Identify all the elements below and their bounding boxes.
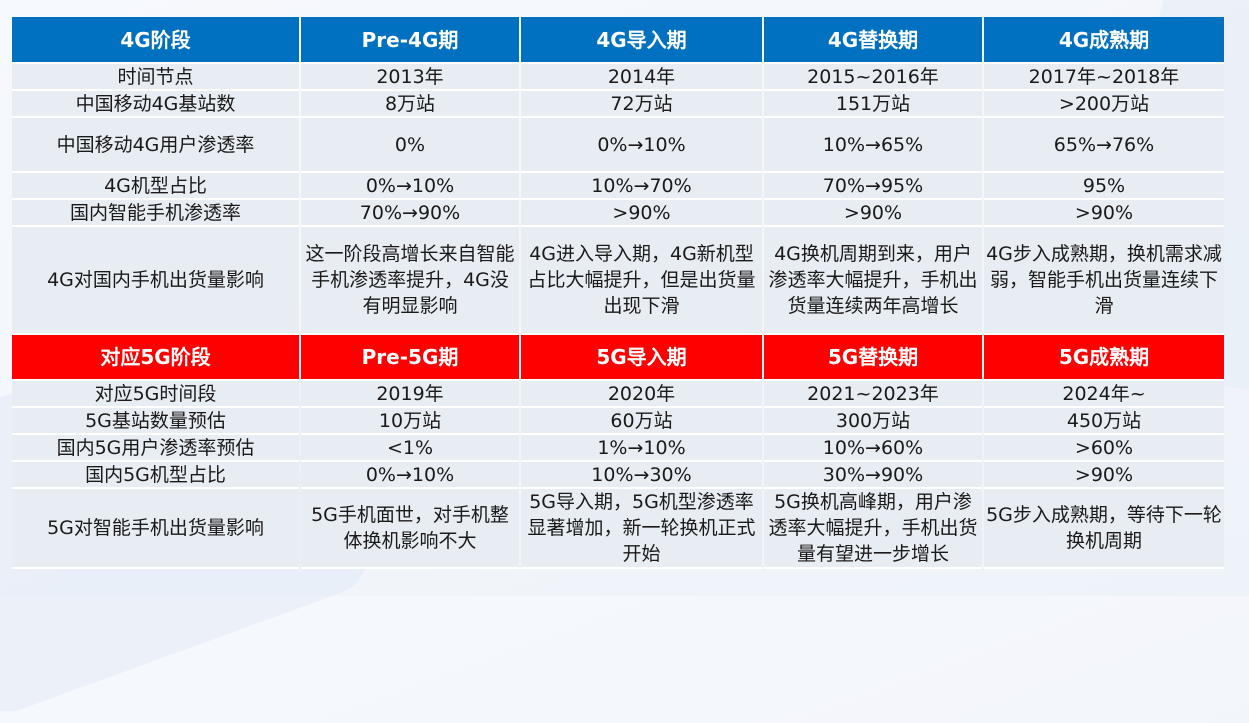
table-cell: 2024年~ [984,381,1224,408]
table-cell: >90% [984,462,1224,489]
table-cell: 70%→95% [764,173,982,200]
table-cell: <1% [301,435,519,462]
table-row: 中国移动4G用户渗透率 0% 0%→10% 10%→65% 65%→76% [12,118,1224,173]
table-cell: 0%→10% [301,462,519,489]
row-label: 中国移动4G基站数 [12,91,299,118]
table-cell: 2019年 [301,381,519,408]
table-cell: 4G步入成熟期，换机需求减弱，智能手机出货量连续下滑 [984,227,1224,335]
table-cell: 10万站 [301,408,519,435]
header-cell: Pre-5G期 [301,335,519,381]
table-cell: 4G换机周期到来，用户渗透率大幅提升，手机出货量连续两年高增长 [764,227,982,335]
row-label: 国内5G机型占比 [12,462,299,489]
table-cell: 2020年 [521,381,762,408]
table-cell: 2021~2023年 [764,381,982,408]
table-cell: >60% [984,435,1224,462]
table-cell: >200万站 [984,91,1224,118]
table-cell: 5G导入期，5G机型渗透率显著增加，新一轮换机正式开始 [521,489,762,569]
table-cell: 10%→70% [521,173,762,200]
table-cell: 5G步入成熟期，等待下一轮换机周期 [984,489,1224,569]
table-row: 4G对国内手机出货量影响 这一阶段高增长来自智能手机渗透率提升，4G没有明显影响… [12,227,1224,335]
header-cell: 4G替换期 [764,17,982,64]
row-label: 国内智能手机渗透率 [12,200,299,227]
table-cell: 95% [984,173,1224,200]
table-cell: 2013年 [301,64,519,91]
table-cell: 70%→90% [301,200,519,227]
table-cell: 60万站 [521,408,762,435]
header-cell: Pre-4G期 [301,17,519,64]
row-label: 国内5G用户渗透率预估 [12,435,299,462]
table-row: 对应5G时间段 2019年 2020年 2021~2023年 2024年~ [12,381,1224,408]
table-cell: 10%→65% [764,118,982,173]
table-cell: >90% [984,200,1224,227]
row-label: 中国移动4G用户渗透率 [12,118,299,173]
4g-header-row: 4G阶段 Pre-4G期 4G导入期 4G替换期 4G成熟期 [12,17,1224,64]
table-cell: 10%→60% [764,435,982,462]
table-cell: 这一阶段高增长来自智能手机渗透率提升，4G没有明显影响 [301,227,519,335]
table-cell: 450万站 [984,408,1224,435]
row-label: 4G对国内手机出货量影响 [12,227,299,335]
table-cell: 10%→30% [521,462,762,489]
table-cell: 5G换机高峰期，用户渗透率大幅提升，手机出货量有望进一步增长 [764,489,982,569]
table-row: 中国移动4G基站数 8万站 72万站 151万站 >200万站 [12,91,1224,118]
table-row: 5G基站数量预估 10万站 60万站 300万站 450万站 [12,408,1224,435]
header-cell: 5G替换期 [764,335,982,381]
table-row: 4G机型占比 0%→10% 10%→70% 70%→95% 95% [12,173,1224,200]
table-cell: 2014年 [521,64,762,91]
table-cell: 2015~2016年 [764,64,982,91]
header-cell: 4G导入期 [521,17,762,64]
header-cell: 5G成熟期 [984,335,1224,381]
table-cell: 2017年~2018年 [984,64,1224,91]
table-row: 国内智能手机渗透率 70%→90% >90% >90% >90% [12,200,1224,227]
table-cell: 151万站 [764,91,982,118]
table-row: 时间节点 2013年 2014年 2015~2016年 2017年~2018年 [12,64,1224,91]
table-cell: 0%→10% [521,118,762,173]
table-cell: 4G进入导入期，4G新机型占比大幅提升，但是出货量出现下滑 [521,227,762,335]
row-label: 对应5G时间段 [12,381,299,408]
table-cell: 30%→90% [764,462,982,489]
row-label: 5G对智能手机出货量影响 [12,489,299,569]
header-cell: 5G导入期 [521,335,762,381]
table-row: 国内5G机型占比 0%→10% 10%→30% 30%→90% >90% [12,462,1224,489]
header-cell: 4G成熟期 [984,17,1224,64]
table-cell: 65%→76% [984,118,1224,173]
table-cell: 0% [301,118,519,173]
table-cell: 5G手机面世，对手机整体换机影响不大 [301,489,519,569]
table-row: 国内5G用户渗透率预估 <1% 1%→10% 10%→60% >60% [12,435,1224,462]
row-label: 时间节点 [12,64,299,91]
table-cell: 72万站 [521,91,762,118]
table-cell: >90% [521,200,762,227]
4g-5g-comparison-table: 4G阶段 Pre-4G期 4G导入期 4G替换期 4G成熟期 时间节点 2013… [10,17,1226,569]
table-cell: 300万站 [764,408,982,435]
table-cell: >90% [764,200,982,227]
header-cell: 4G阶段 [12,17,299,64]
table-cell: 8万站 [301,91,519,118]
table-row: 5G对智能手机出货量影响 5G手机面世，对手机整体换机影响不大 5G导入期，5G… [12,489,1224,569]
table-cell: 1%→10% [521,435,762,462]
row-label: 5G基站数量预估 [12,408,299,435]
header-cell: 对应5G阶段 [12,335,299,381]
row-label: 4G机型占比 [12,173,299,200]
5g-header-row: 对应5G阶段 Pre-5G期 5G导入期 5G替换期 5G成熟期 [12,335,1224,381]
table-cell: 0%→10% [301,173,519,200]
